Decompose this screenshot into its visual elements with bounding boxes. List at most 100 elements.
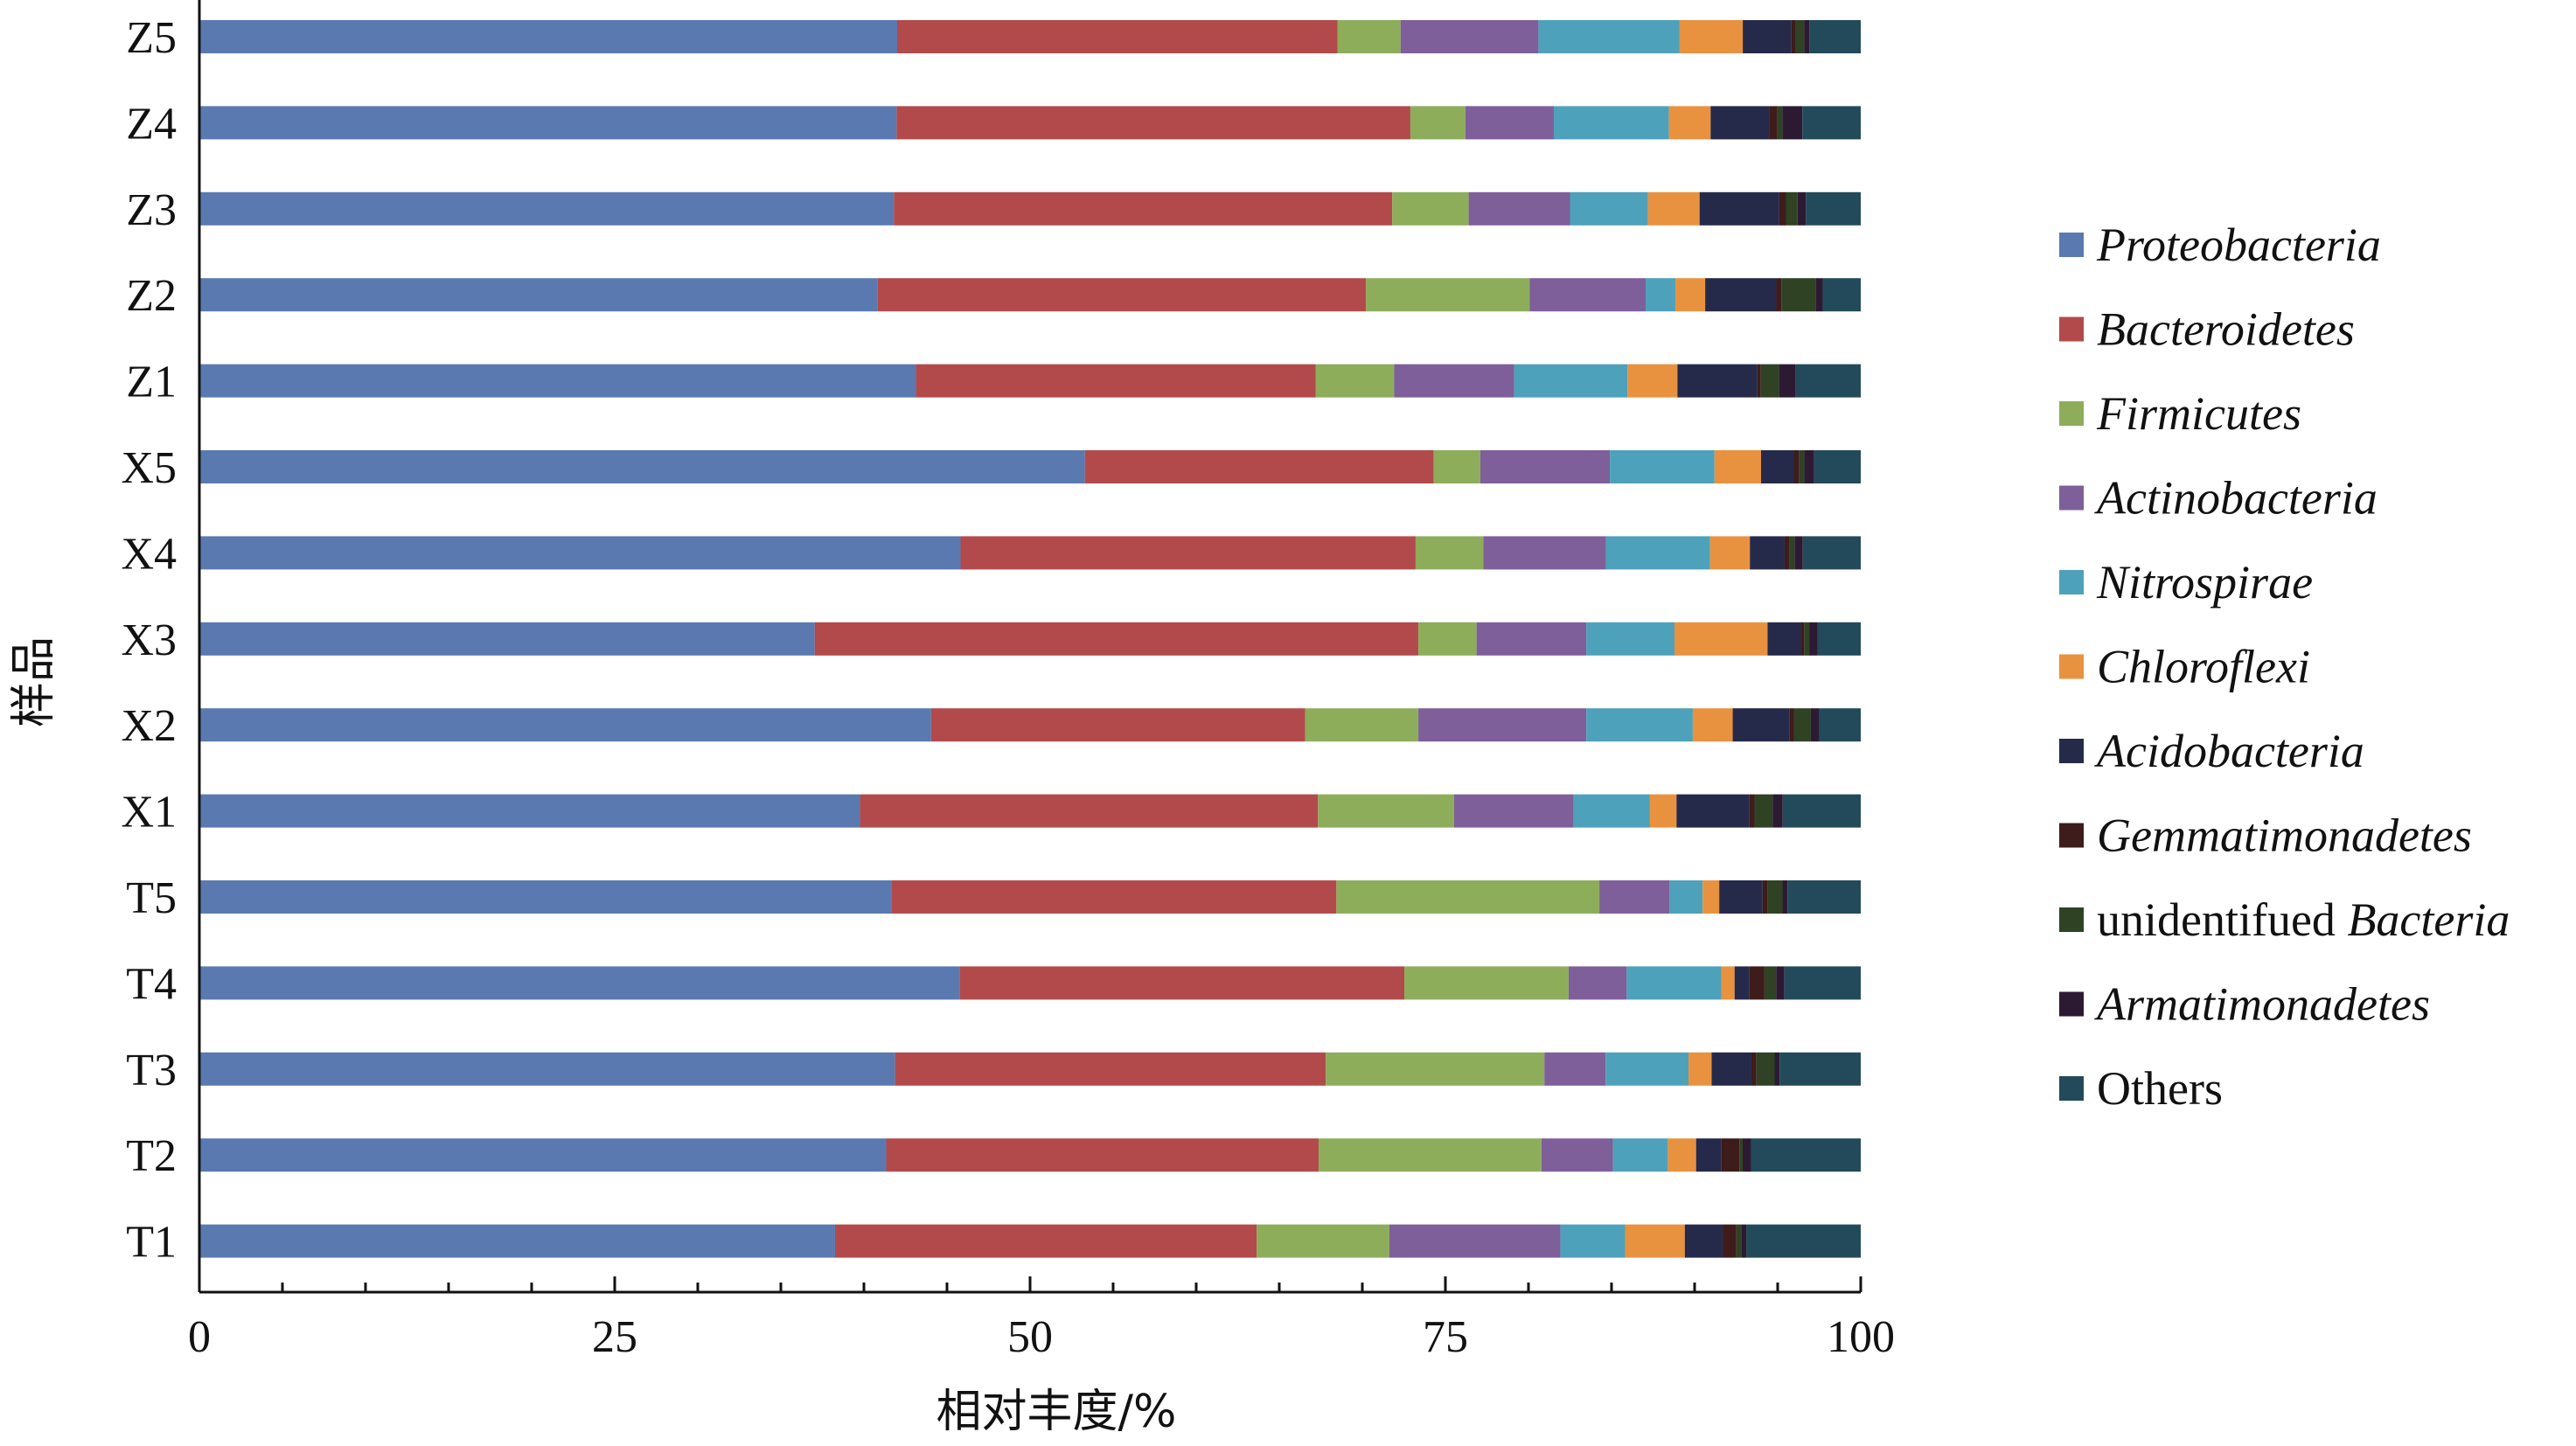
legend-swatch [2059, 233, 2084, 257]
legend-label-italic: Actinobacteria [2094, 472, 2378, 525]
bar-segment-x4-8 [1789, 536, 1795, 570]
bar-segment-x5-4 [1610, 450, 1715, 483]
bar-segment-z4-3 [1465, 106, 1554, 140]
x-tick-label-25: 25 [592, 1312, 637, 1362]
bar-segment-x4-1 [960, 536, 1416, 570]
bar-segment-x3-7 [1800, 622, 1805, 656]
bar-segment-x2-4 [1586, 708, 1693, 742]
bar-segment-z1-7 [1757, 364, 1761, 398]
bar-segment-z2-10 [1822, 278, 1861, 312]
bar-segment-t1-7 [1723, 1224, 1737, 1258]
bar-segment-t4-9 [1776, 966, 1785, 1000]
bar-segment-t4-4 [1626, 966, 1722, 1000]
bar-segment-x2-10 [1819, 708, 1861, 742]
bar-row-t1: T1 [126, 1218, 1861, 1268]
bar-segment-x4-0 [199, 536, 961, 570]
bar-segment-z1-10 [1795, 364, 1861, 398]
bar-segment-t3-1 [895, 1052, 1326, 1086]
bar-row-z5: Z5 [126, 13, 1861, 63]
bar-segment-x3-6 [1767, 622, 1801, 656]
bar-segment-z2-3 [1529, 278, 1646, 312]
legend-swatch [2059, 1076, 2084, 1101]
bar-segment-z2-5 [1675, 278, 1706, 312]
bar-segment-z2-6 [1705, 278, 1777, 312]
bar-segment-t1-10 [1746, 1224, 1861, 1258]
bar-segment-z5-1 [897, 20, 1338, 53]
bar-segment-x2-0 [199, 708, 931, 742]
legend-label-italic: Proteobacteria [2096, 219, 2381, 271]
bar-segment-x4-6 [1750, 536, 1785, 570]
bar-segment-t2-0 [199, 1138, 887, 1172]
bar-segment-t5-5 [1702, 880, 1720, 914]
legend-item-4: Nitrospirae [2059, 556, 2313, 608]
bar-segment-z5-8 [1795, 20, 1805, 53]
bar-segment-z3-3 [1468, 191, 1570, 226]
bar-segment-z3-8 [1786, 191, 1798, 226]
bar-segment-x2-8 [1793, 708, 1811, 742]
bar-segment-x1-3 [1453, 794, 1574, 828]
bar-segment-t3-3 [1544, 1052, 1606, 1086]
bar-segment-z3-2 [1392, 191, 1469, 226]
bar-segment-t2-10 [1751, 1138, 1861, 1172]
legend-swatch [2059, 739, 2084, 763]
bar-segment-t4-0 [199, 966, 960, 1000]
bar-segment-x5-5 [1714, 450, 1761, 483]
bar-segment-z4-8 [1777, 106, 1783, 140]
bar-segment-t3-6 [1711, 1052, 1751, 1086]
y-tick-label-z1: Z1 [126, 358, 177, 407]
bar-segment-x4-4 [1605, 536, 1710, 570]
bar-segment-x3-8 [1804, 622, 1810, 656]
bar-segment-x2-2 [1305, 708, 1419, 742]
bar-segment-t2-5 [1667, 1138, 1696, 1172]
bar-segment-z1-1 [916, 364, 1316, 398]
bar-segment-z2-8 [1781, 278, 1816, 312]
bar-segment-x5-9 [1804, 450, 1814, 483]
bar-segment-t5-1 [891, 880, 1337, 914]
bar-segment-t4-5 [1721, 966, 1735, 1000]
legend-label-italic: Bacteroidetes [2097, 303, 2355, 356]
bar-segment-z4-9 [1782, 106, 1803, 140]
bar-segment-z2-7 [1776, 278, 1782, 312]
bar-segment-z3-6 [1699, 191, 1779, 226]
bar-segment-t1-9 [1741, 1224, 1747, 1258]
legend-item-9: Armatimonadetes [2059, 978, 2430, 1031]
legend-label: Proteobacteria [2096, 219, 2381, 271]
bar-segment-z3-4 [1570, 191, 1648, 226]
bar-segment-t3-9 [1774, 1052, 1780, 1086]
bar-segment-t4-1 [959, 966, 1405, 1000]
bar-row-z3: Z3 [126, 185, 1861, 235]
bar-segment-t2-8 [1739, 1138, 1743, 1172]
x-tick-label-75: 75 [1423, 1312, 1468, 1362]
bar-segment-x1-0 [199, 794, 860, 828]
bar-row-t4: T4 [126, 959, 1861, 1009]
bar-segment-t1-0 [199, 1224, 835, 1258]
legend-label: Actinobacteria [2094, 472, 2378, 525]
bar-segment-z5-6 [1743, 20, 1792, 53]
bar-segment-z4-6 [1710, 106, 1770, 140]
legend-swatch [2059, 485, 2084, 511]
bar-segment-z1-3 [1394, 364, 1514, 398]
bar-row-x4: X4 [121, 529, 1861, 579]
bar-segment-x2-3 [1418, 708, 1587, 742]
y-tick-label-t2: T2 [126, 1131, 177, 1181]
bar-row-z2: Z2 [126, 271, 1861, 321]
bar-segment-x1-8 [1754, 794, 1773, 828]
legend-swatch [2059, 991, 2084, 1017]
y-tick-label-x1: X1 [121, 788, 177, 838]
bar-segment-x4-3 [1483, 536, 1606, 570]
bar-segment-t3-7 [1751, 1052, 1757, 1086]
legend-swatch [2059, 570, 2084, 594]
bar-segment-t5-8 [1767, 880, 1783, 914]
bar-segment-x4-9 [1794, 536, 1803, 570]
bar-segment-z4-4 [1554, 106, 1669, 140]
bar-row-x3: X3 [121, 615, 1861, 665]
y-tick-label-x4: X4 [121, 529, 177, 579]
bar-segment-x1-5 [1649, 794, 1677, 828]
legend-item-10: Others [2059, 1062, 2223, 1115]
legend-label: Acidobacteria [2094, 725, 2364, 777]
bar-segment-x4-10 [1802, 536, 1861, 570]
bar-segment-t3-5 [1688, 1052, 1712, 1086]
bar-segment-x5-2 [1433, 450, 1480, 483]
legend-item-6: Acidobacteria [2059, 725, 2364, 777]
